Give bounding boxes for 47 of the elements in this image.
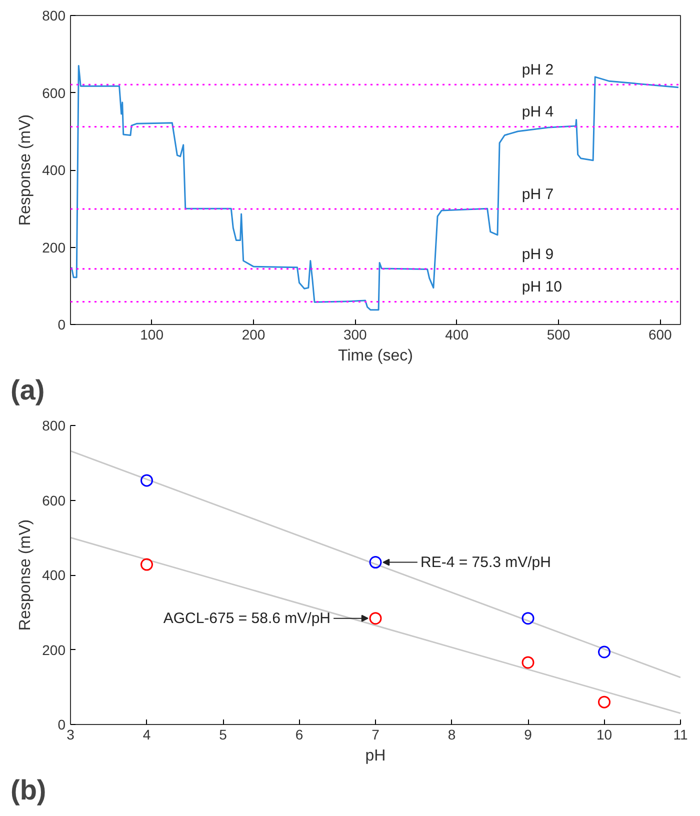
x-tick-label: 8 — [448, 726, 456, 742]
text: (a) — [10, 374, 45, 406]
x-tick-label: 3 — [66, 726, 75, 742]
y-tick-label: 0 — [58, 716, 66, 732]
x-axis-title: Time (sec) — [338, 348, 413, 364]
x-tick-label: 10 — [596, 726, 612, 742]
y-tick-label: 600 — [42, 492, 66, 508]
x-tick-label: 11 — [673, 726, 688, 742]
x-tick-label: 6 — [295, 726, 304, 742]
x-axis-title: pH — [365, 748, 386, 764]
ref-line-label: pH 4 — [522, 104, 554, 121]
x-tick-label: 5 — [219, 726, 228, 742]
point — [369, 556, 382, 569]
text: (b) — [10, 774, 46, 806]
ref-line-label: pH 2 — [522, 62, 554, 79]
y-tick-label: 0 — [58, 316, 66, 332]
annotation: AGCL-675 = 58.6 mV/pH — [163, 610, 331, 627]
y-tick-label: 200 — [42, 239, 66, 256]
point — [598, 646, 610, 658]
y-tick-label: 600 — [42, 84, 66, 101]
x-tick-label: 4 — [142, 726, 151, 742]
x-tick-label: 400 — [445, 326, 469, 342]
y-tick-label: 800 — [42, 8, 66, 24]
y-axis-title: Response (mV) — [17, 519, 34, 631]
point — [369, 612, 382, 625]
line-series — [70, 64, 680, 311]
x-tick-label: 600 — [648, 326, 672, 342]
x-tick-label: 100 — [140, 326, 164, 342]
y-tick-label: 400 — [42, 567, 66, 583]
x-tick-label: 9 — [524, 726, 532, 742]
point — [522, 612, 534, 625]
y-tick-label: 400 — [42, 162, 66, 178]
point — [522, 656, 534, 669]
ref-line-label: pH 7 — [522, 186, 554, 204]
x-tick-label: 7 — [372, 726, 380, 742]
ref-line-label: pH 10 — [522, 278, 562, 296]
point — [598, 696, 610, 708]
x-tick-label: 200 — [242, 326, 266, 342]
point — [140, 474, 153, 487]
annotation: RE-4 = 75.3 mV/pH — [420, 554, 551, 571]
point — [140, 558, 153, 571]
ref-line-label: pH 9 — [522, 246, 554, 263]
y-axis-title: Response (mV) — [17, 114, 34, 226]
y-tick-label: 800 — [42, 418, 66, 434]
y-tick-label: 200 — [42, 642, 66, 658]
x-tick-label: 300 — [343, 326, 368, 342]
x-tick-label: 500 — [546, 326, 570, 342]
